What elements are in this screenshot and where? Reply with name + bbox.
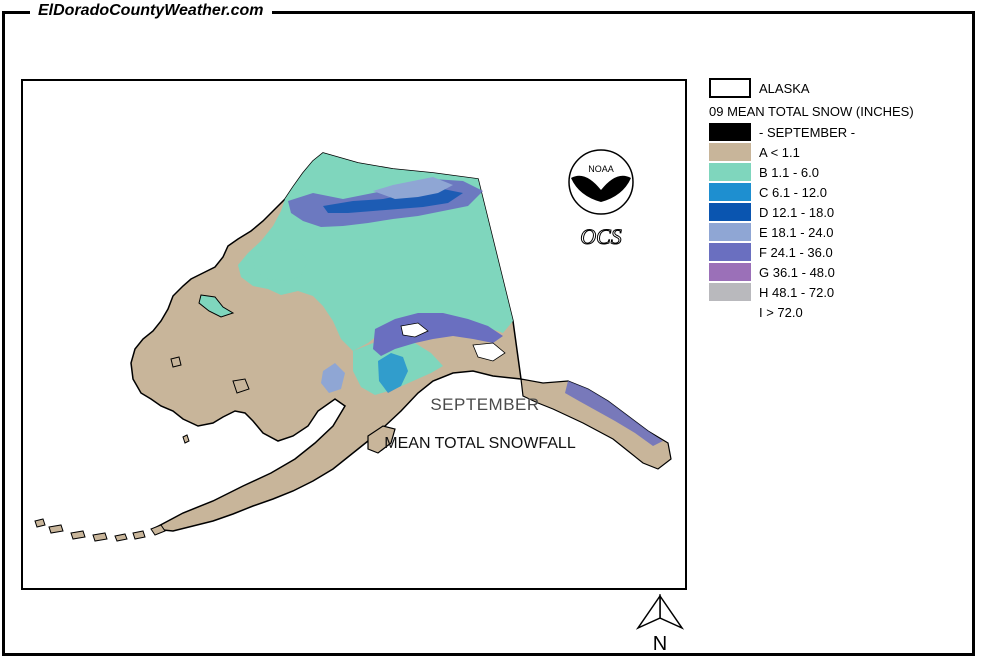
legend-swatch (709, 123, 751, 141)
legend-item: B 1.1 - 6.0 (709, 162, 969, 182)
snow-zone-e-southcentral (321, 363, 345, 393)
legend-item: D 12.1 - 18.0 (709, 202, 969, 222)
legend-region-label: ALASKA (759, 80, 810, 96)
legend-item-label: F 24.1 - 36.0 (759, 244, 833, 260)
snow-zone-b-west (253, 249, 308, 281)
legend-item-label: H 48.1 - 72.0 (759, 284, 835, 300)
legend-item-label: D 12.1 - 18.0 (759, 204, 835, 220)
north-arrow: N (634, 593, 686, 659)
snow-zone-h-peaks (400, 322, 429, 338)
legend-item: A < 1.1 (709, 142, 969, 162)
legend-item: G 36.1 - 48.0 (709, 262, 969, 282)
legend-item-label: I > 72.0 (759, 304, 803, 320)
legend-region-swatch (709, 78, 751, 98)
legend-items: - SEPTEMBER - A < 1.1 B 1.1 - 6.0 C 6.1 - 1… (709, 122, 969, 322)
legend-item: - SEPTEMBER - (709, 122, 969, 142)
legend-item-label: B 1.1 - 6.0 (759, 164, 819, 180)
legend-swatch (709, 143, 751, 161)
legend-item-label: A < 1.1 (759, 144, 800, 160)
legend-swatch (709, 243, 751, 261)
legend-item-label: G 36.1 - 48.0 (759, 264, 835, 280)
site-title[interactable]: ElDoradoCountyWeather.com (30, 2, 272, 20)
legend-item: C 6.1 - 12.0 (709, 182, 969, 202)
legend: ALASKA 09 MEAN TOTAL SNOW (INCHES) - SEP… (709, 78, 969, 322)
kodiak-island (367, 425, 396, 454)
legend-swatch (709, 283, 751, 301)
legend-item: F 24.1 - 36.0 (709, 242, 969, 262)
alaska-map (34, 152, 672, 542)
legend-swatch (709, 263, 751, 281)
snow-zone-h-peaks-2 (472, 342, 506, 362)
snow-zone-f-panhandle (565, 381, 663, 446)
noaa-logo: NOAA OCS (545, 78, 645, 263)
outer-frame (2, 11, 975, 656)
legend-heading: 09 MEAN TOTAL SNOW (INCHES) (709, 104, 914, 119)
legend-item: E 18.1 - 24.0 (709, 222, 969, 242)
snow-zone-f-alaska-range (373, 313, 503, 356)
legend-swatch (709, 203, 751, 221)
snow-zone-e-brooks (373, 177, 453, 199)
legend-region-row: ALASKA (709, 78, 969, 98)
legend-swatch (709, 183, 751, 201)
legend-item-label: C 6.1 - 12.0 (759, 184, 827, 200)
snow-zone-c-south (378, 353, 408, 393)
legend-item: H 48.1 - 72.0 (709, 282, 969, 302)
map-title-main: MEAN TOTAL SNOWFALL (384, 435, 576, 452)
ocs-logo-text: OCS (580, 224, 622, 249)
legend-item: I > 72.0 (709, 302, 969, 322)
alaska-panhandle (520, 378, 672, 470)
aleutian-islands (34, 518, 166, 542)
legend-swatch (709, 163, 751, 181)
legend-swatch (709, 223, 751, 241)
bering-islands (170, 294, 250, 444)
noaa-logo-text: NOAA (588, 164, 614, 174)
north-label: N (653, 633, 667, 654)
map-title-month: SEPTEMBER (430, 395, 540, 414)
map-panel (21, 79, 687, 590)
legend-item-label: - SEPTEMBER - (759, 124, 856, 140)
legend-item-label: E 18.1 - 24.0 (759, 224, 834, 240)
legend-swatch (709, 303, 751, 321)
